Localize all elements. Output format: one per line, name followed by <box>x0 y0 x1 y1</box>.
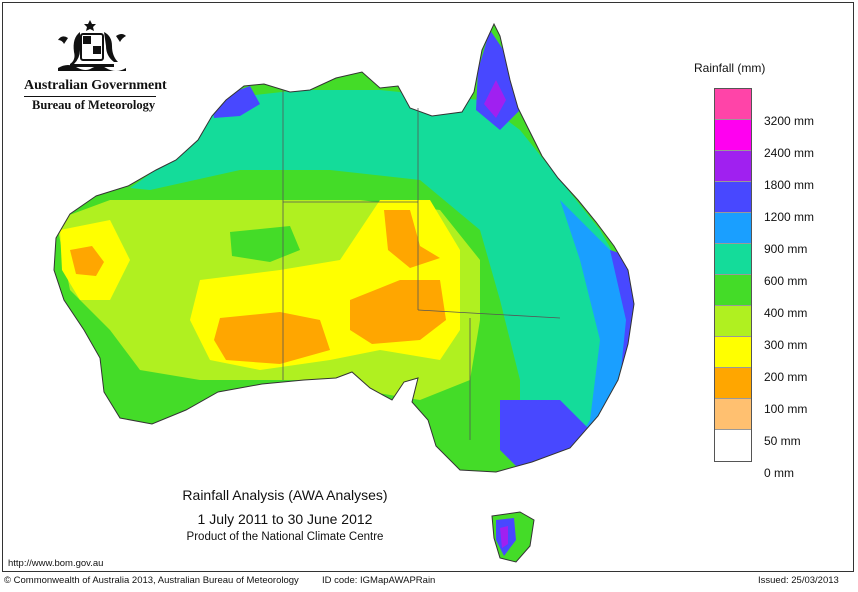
rainfall-zones <box>54 24 634 472</box>
legend-swatch <box>715 244 751 275</box>
legend-label: 600 mm <box>764 274 808 288</box>
copyright-text: © Commonwealth of Australia 2013, Austra… <box>4 575 299 586</box>
legend-swatch <box>715 89 751 120</box>
legend-swatch <box>715 275 751 306</box>
legend-label: 100 mm <box>764 402 808 416</box>
caption-title: Rainfall Analysis (AWA Analyses) <box>182 487 388 503</box>
bom-url-link[interactable]: http://www.bom.gov.au <box>8 558 104 569</box>
issued-date: Issued: 25/03/2013 <box>758 575 839 586</box>
legend-swatch <box>715 368 751 399</box>
caption-product: Product of the National Climate Centre <box>186 531 384 543</box>
legend-label: 900 mm <box>764 242 808 256</box>
legend-label: 0 mm <box>764 466 794 480</box>
legend-swatch <box>715 337 751 368</box>
legend-label: 1200 mm <box>764 210 815 224</box>
state-borders <box>282 90 561 440</box>
legend-label: 200 mm <box>764 370 808 384</box>
caption-period: 1 July 2011 to 30 June 2012 <box>197 511 373 527</box>
legend-label: 3200 mm <box>764 114 815 128</box>
legend-label: 1800 mm <box>764 178 815 192</box>
id-code: ID code: IGMapAWAPRain <box>322 575 436 586</box>
legend-swatch <box>715 120 751 151</box>
legend-swatch <box>715 213 751 244</box>
agency-name: Bureau of Meteorology <box>32 98 156 112</box>
legend-swatch <box>715 182 751 213</box>
org-name: Australian Government <box>24 78 167 93</box>
legend-label: 400 mm <box>764 306 808 320</box>
legend-swatch <box>715 306 751 337</box>
header-divider <box>24 96 156 97</box>
legend-swatches <box>714 88 752 462</box>
legend-label: 50 mm <box>764 434 801 448</box>
legend-swatch <box>715 430 751 461</box>
tasmania <box>491 511 535 563</box>
legend-swatch <box>715 399 751 430</box>
rainfall-map <box>53 23 635 563</box>
legend-title: Rainfall (mm) <box>694 61 766 75</box>
legend-label: 300 mm <box>764 338 808 352</box>
legend-swatch <box>715 151 751 182</box>
legend-label: 2400 mm <box>764 146 815 160</box>
coat-of-arms-icon <box>58 20 126 71</box>
